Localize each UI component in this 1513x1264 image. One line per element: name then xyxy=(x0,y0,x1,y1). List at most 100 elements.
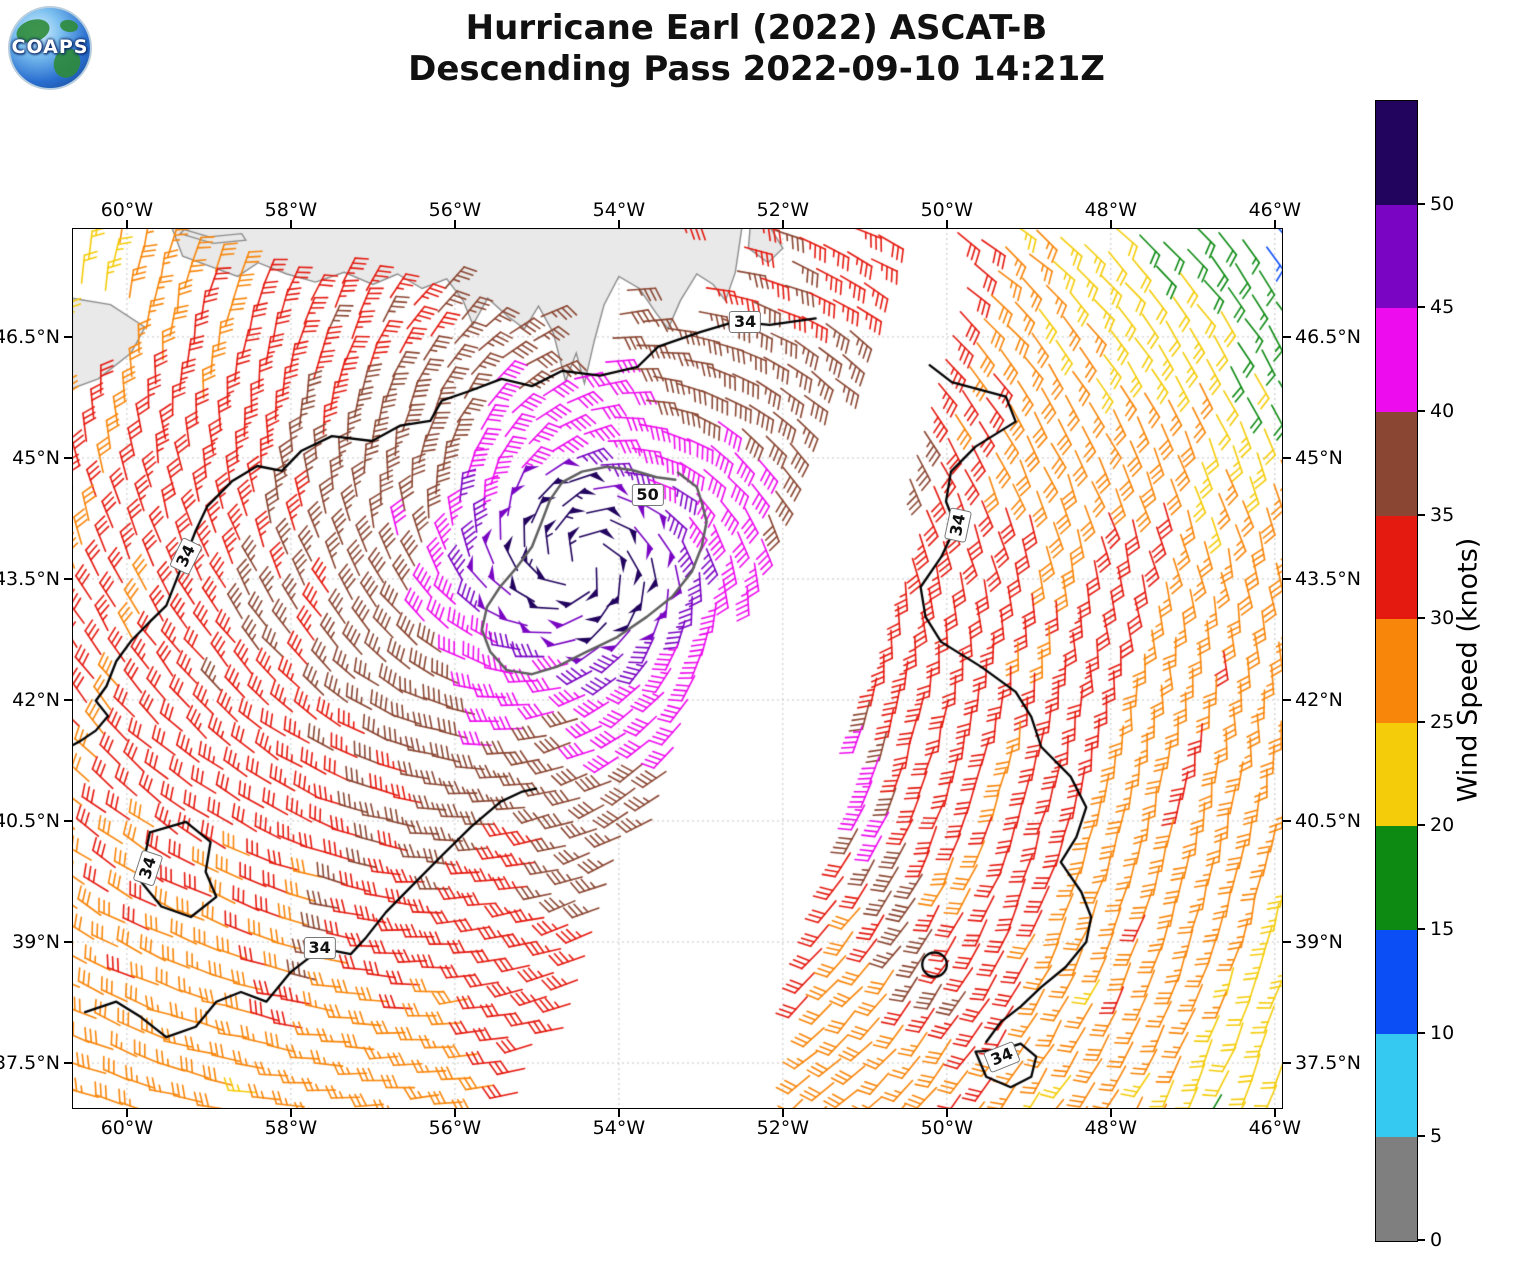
x-tick-mark xyxy=(1274,220,1276,228)
y-tick-label-left: 45°N xyxy=(12,446,60,469)
colorbar-segment xyxy=(1376,515,1417,620)
x-tick-label-top: 50°W xyxy=(920,199,974,221)
x-tick-mark xyxy=(454,1109,456,1117)
y-tick-label-right: 42°N xyxy=(1295,688,1343,711)
y-tick-mark xyxy=(64,336,72,338)
y-tick-mark xyxy=(1283,699,1291,701)
colorbar-tick-mark xyxy=(1418,409,1425,412)
contour-label: 34 xyxy=(729,310,762,333)
y-tick-mark xyxy=(1283,941,1291,943)
x-tick-mark xyxy=(290,1109,292,1117)
colorbar-tick-label: 25 xyxy=(1430,710,1455,733)
colorbar-tick-mark xyxy=(1418,617,1425,620)
coaps-logo: COAPS xyxy=(8,6,92,90)
y-tick-label-right: 40.5°N xyxy=(1295,809,1362,832)
colorbar-tick-label: 15 xyxy=(1430,918,1455,941)
colorbar-tick-label: 35 xyxy=(1430,503,1455,526)
y-tick-mark xyxy=(1283,336,1291,338)
x-tick-label-top: 56°W xyxy=(428,199,482,221)
y-tick-mark xyxy=(64,457,72,459)
colorbar-tick-label: 30 xyxy=(1430,607,1455,630)
x-tick-label-bottom: 56°W xyxy=(428,1117,482,1139)
x-tick-label-bottom: 58°W xyxy=(264,1117,318,1139)
wind-barb-map-canvas xyxy=(72,228,1283,1109)
colorbar-tick-mark xyxy=(1418,928,1425,931)
y-tick-mark xyxy=(64,941,72,943)
x-tick-mark xyxy=(1110,220,1112,228)
y-tick-label-right: 45°N xyxy=(1295,446,1343,469)
colorbar-tick-label: 20 xyxy=(1430,814,1455,837)
colorbar-tick-mark xyxy=(1418,1135,1425,1138)
y-tick-label-left: 46.5°N xyxy=(0,325,60,348)
x-tick-mark xyxy=(454,220,456,228)
colorbar-segment xyxy=(1376,204,1417,309)
globe-continent-shape xyxy=(59,18,79,34)
contour-label: 34 xyxy=(303,936,336,959)
colorbar-tick-label: 40 xyxy=(1430,399,1455,422)
title-line-2: Descending Pass 2022-09-10 14:21Z xyxy=(408,49,1105,89)
colorbar-segment xyxy=(1376,826,1417,931)
x-tick-mark xyxy=(290,220,292,228)
y-tick-label-left: 40.5°N xyxy=(0,809,60,832)
plot-title: Hurricane Earl (2022) ASCAT-B Descending… xyxy=(408,8,1105,90)
x-tick-mark xyxy=(946,1109,948,1117)
contour-label: 50 xyxy=(631,484,664,507)
x-tick-label-bottom: 52°W xyxy=(756,1117,810,1139)
globe-icon xyxy=(8,6,92,90)
colorbar-segment xyxy=(1376,411,1417,516)
x-tick-label-top: 60°W xyxy=(100,199,154,221)
x-tick-label-bottom: 60°W xyxy=(100,1117,154,1139)
colorbar xyxy=(1375,100,1418,1242)
colorbar-segment xyxy=(1376,619,1417,723)
colorbar-segment xyxy=(1376,722,1417,827)
x-tick-mark xyxy=(1274,1109,1276,1117)
colorbar-segment xyxy=(1376,930,1417,1034)
colorbar-tick-mark xyxy=(1418,306,1425,309)
colorbar-tick-label: 0 xyxy=(1430,1229,1443,1251)
y-tick-label-left: 39°N xyxy=(12,930,60,953)
x-tick-label-bottom: 54°W xyxy=(592,1117,646,1139)
title-line-1: Hurricane Earl (2022) ASCAT-B xyxy=(465,8,1048,48)
colorbar-tick-mark xyxy=(1418,1239,1425,1241)
colorbar-tick-mark xyxy=(1418,202,1425,205)
y-tick-mark xyxy=(64,578,72,580)
y-tick-mark xyxy=(1283,1062,1291,1064)
colorbar-tick-mark xyxy=(1418,513,1425,516)
y-tick-mark xyxy=(1283,457,1291,459)
y-tick-mark xyxy=(64,699,72,701)
y-tick-label-left: 37.5°N xyxy=(0,1052,60,1074)
x-tick-mark xyxy=(618,1109,620,1117)
x-tick-mark xyxy=(126,1109,128,1117)
colorbar-label: Wind Speed (knots) xyxy=(1452,537,1484,803)
y-tick-mark xyxy=(1283,578,1291,580)
x-tick-mark xyxy=(1110,1109,1112,1117)
colorbar-segment xyxy=(1376,101,1417,205)
y-tick-label-right: 43.5°N xyxy=(1295,567,1362,590)
colorbar-tick-label: 45 xyxy=(1430,296,1455,319)
x-tick-label-top: 54°W xyxy=(592,199,646,221)
colorbar-tick-mark xyxy=(1418,824,1425,827)
x-tick-label-bottom: 50°W xyxy=(920,1117,974,1139)
x-tick-label-top: 48°W xyxy=(1084,199,1138,221)
y-tick-label-left: 43.5°N xyxy=(0,567,60,590)
colorbar-segment xyxy=(1376,308,1417,412)
y-tick-label-right: 39°N xyxy=(1295,930,1343,953)
colorbar-tick-label: 50 xyxy=(1430,192,1455,215)
colorbar-tick-label: 5 xyxy=(1430,1125,1443,1148)
x-tick-mark xyxy=(782,220,784,228)
x-tick-label-bottom: 46°W xyxy=(1248,1117,1302,1139)
colorbar-tick-mark xyxy=(1418,1031,1425,1034)
x-tick-mark xyxy=(946,220,948,228)
y-tick-label-right: 37.5°N xyxy=(1295,1052,1362,1074)
x-tick-mark xyxy=(618,220,620,228)
colorbar-tick-mark xyxy=(1418,720,1425,723)
y-tick-label-right: 46.5°N xyxy=(1295,325,1362,348)
y-tick-mark xyxy=(64,820,72,822)
y-tick-mark xyxy=(64,1062,72,1064)
x-tick-label-bottom: 48°W xyxy=(1084,1117,1138,1139)
x-tick-label-top: 46°W xyxy=(1248,199,1302,221)
colorbar-segment xyxy=(1376,1137,1417,1242)
x-tick-mark xyxy=(782,1109,784,1117)
colorbar-tick-label: 10 xyxy=(1430,1021,1455,1044)
